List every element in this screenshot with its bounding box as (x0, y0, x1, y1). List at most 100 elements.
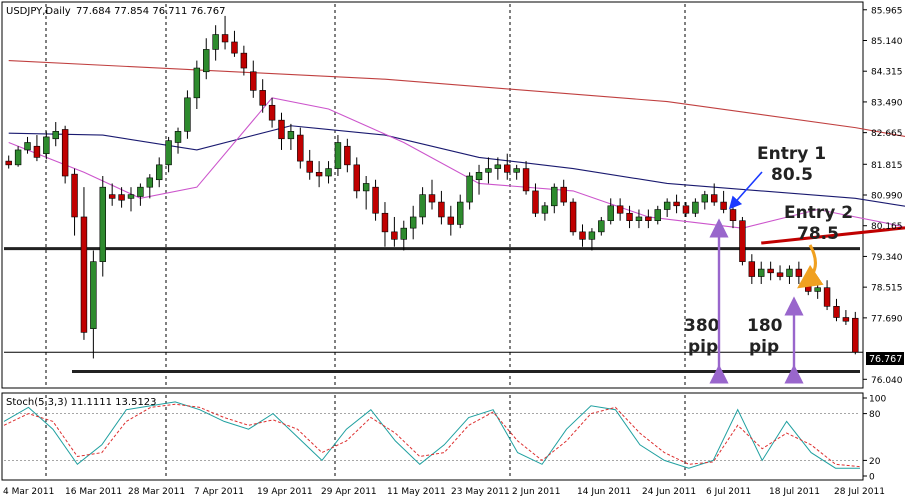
last-price-label: 76.767 (869, 354, 902, 365)
candle-body (108, 194, 116, 199)
candle-body (795, 268, 803, 277)
candle-body (579, 231, 586, 240)
candle-body (146, 177, 154, 188)
candle-body (287, 131, 295, 140)
candle-body (494, 164, 502, 169)
candle-body (259, 90, 266, 106)
candle-body (240, 52, 248, 69)
entry2-label: Entry 2 (784, 203, 853, 223)
stoch-tick-label: 0 (869, 473, 875, 483)
y-tick-label: 81.815 (871, 161, 903, 171)
candle-body (221, 34, 229, 43)
x-tick-label: 11 May 2011 (387, 487, 446, 497)
vertical-gridlines (45, 4, 686, 478)
candle-body (739, 220, 746, 262)
price-axis: 85.965 85.140 84.315 83.490 82.665 81.815 80.9… (863, 6, 903, 386)
x-tick-label: 28 Jul 2011 (834, 487, 885, 497)
candle-body (80, 216, 88, 333)
y-tick-label: 84.315 (871, 68, 903, 78)
candle-body (466, 175, 473, 203)
candle-body (268, 104, 276, 121)
entry2-value: 78.5 (797, 224, 839, 244)
candle-body (814, 287, 821, 292)
stoch-line (3, 403, 861, 468)
x-tick-label: 19 Apr 2011 (257, 487, 313, 497)
candle-body (155, 164, 163, 181)
candle-body (710, 194, 718, 203)
entry2-arrow (797, 244, 824, 289)
entry1-value: 80.5 (771, 165, 813, 185)
y-tick-label: 85.140 (871, 37, 903, 47)
x-tick-label: 14 Jun 2011 (577, 487, 631, 497)
candle-body (607, 205, 614, 221)
x-tick-label: 2 Jun 2011 (512, 487, 560, 497)
trendlines (761, 226, 905, 245)
candle-body (137, 186, 144, 197)
candle-body (513, 168, 520, 173)
candle-body (212, 34, 219, 50)
y-tick-label: 76.040 (871, 376, 903, 386)
candle-body (372, 186, 379, 214)
candle-body (353, 164, 360, 192)
candle-body (823, 287, 831, 307)
candle-body (184, 97, 191, 132)
candle-body (99, 186, 106, 262)
candle-body (14, 149, 22, 166)
candle-body (250, 71, 257, 91)
candle-body (325, 168, 332, 177)
candle-body (560, 186, 567, 203)
candle-body (193, 67, 201, 99)
candle-body (61, 129, 69, 177)
y-tick-label: 79.340 (871, 253, 903, 263)
candle-body (833, 306, 840, 318)
stoch-tick-label: 100 (869, 395, 886, 405)
x-tick-label: 28 Mar 2011 (128, 487, 185, 497)
candle-body (447, 216, 455, 225)
stoch-tick-label: 80 (869, 410, 881, 420)
candle-body (428, 194, 436, 203)
candle-body (541, 205, 549, 214)
y-tick-label: 83.490 (871, 98, 903, 108)
y-tick-label: 82.665 (871, 129, 903, 139)
candle-body (52, 131, 59, 140)
candle-body (334, 142, 342, 169)
candle-body (315, 171, 323, 177)
candle-body (692, 201, 699, 214)
entry1-label: Entry 1 (757, 144, 826, 164)
entry1-arrow (728, 171, 763, 210)
candle-body (174, 131, 182, 143)
y-tick-label: 77.690 (871, 314, 903, 324)
rising-trendline (761, 226, 905, 245)
candle-body (438, 201, 445, 218)
candle-body (522, 168, 530, 192)
x-tick-label: 16 Mar 2011 (65, 487, 122, 497)
candle-body (598, 220, 605, 233)
x-tick-label: 24 Jun 2011 (642, 487, 696, 497)
candle-body (306, 160, 313, 173)
candle-body (616, 205, 624, 214)
candle-body (588, 231, 596, 240)
candle-body (278, 119, 285, 140)
x-tick-label: 6 Jul 2011 (706, 487, 751, 497)
candle-body (400, 227, 407, 240)
candle-body (720, 201, 727, 210)
candle-body (165, 140, 172, 166)
stoch-label: Stoch(5,3,3) 11.1111 13.5123 (6, 397, 157, 408)
candle-body (127, 194, 135, 199)
candle-body (297, 134, 304, 162)
candle-body (551, 186, 558, 207)
candle-body (24, 142, 31, 151)
candle-body (654, 209, 661, 221)
stoch-tick-label: 20 (869, 457, 881, 467)
candle-body (90, 261, 97, 329)
candle-body (381, 212, 389, 233)
move1-unit: pip (688, 337, 718, 357)
x-tick-label: 4 Mar 2011 (3, 487, 54, 497)
x-tick-label: 23 May 2011 (451, 487, 510, 497)
symbol-label: USDJPY,Daily (6, 6, 71, 17)
ohlc-label: 77.684 77.854 76.711 76.767 (76, 6, 226, 17)
candle-body (626, 212, 633, 221)
move2-value: 180 (747, 316, 783, 336)
